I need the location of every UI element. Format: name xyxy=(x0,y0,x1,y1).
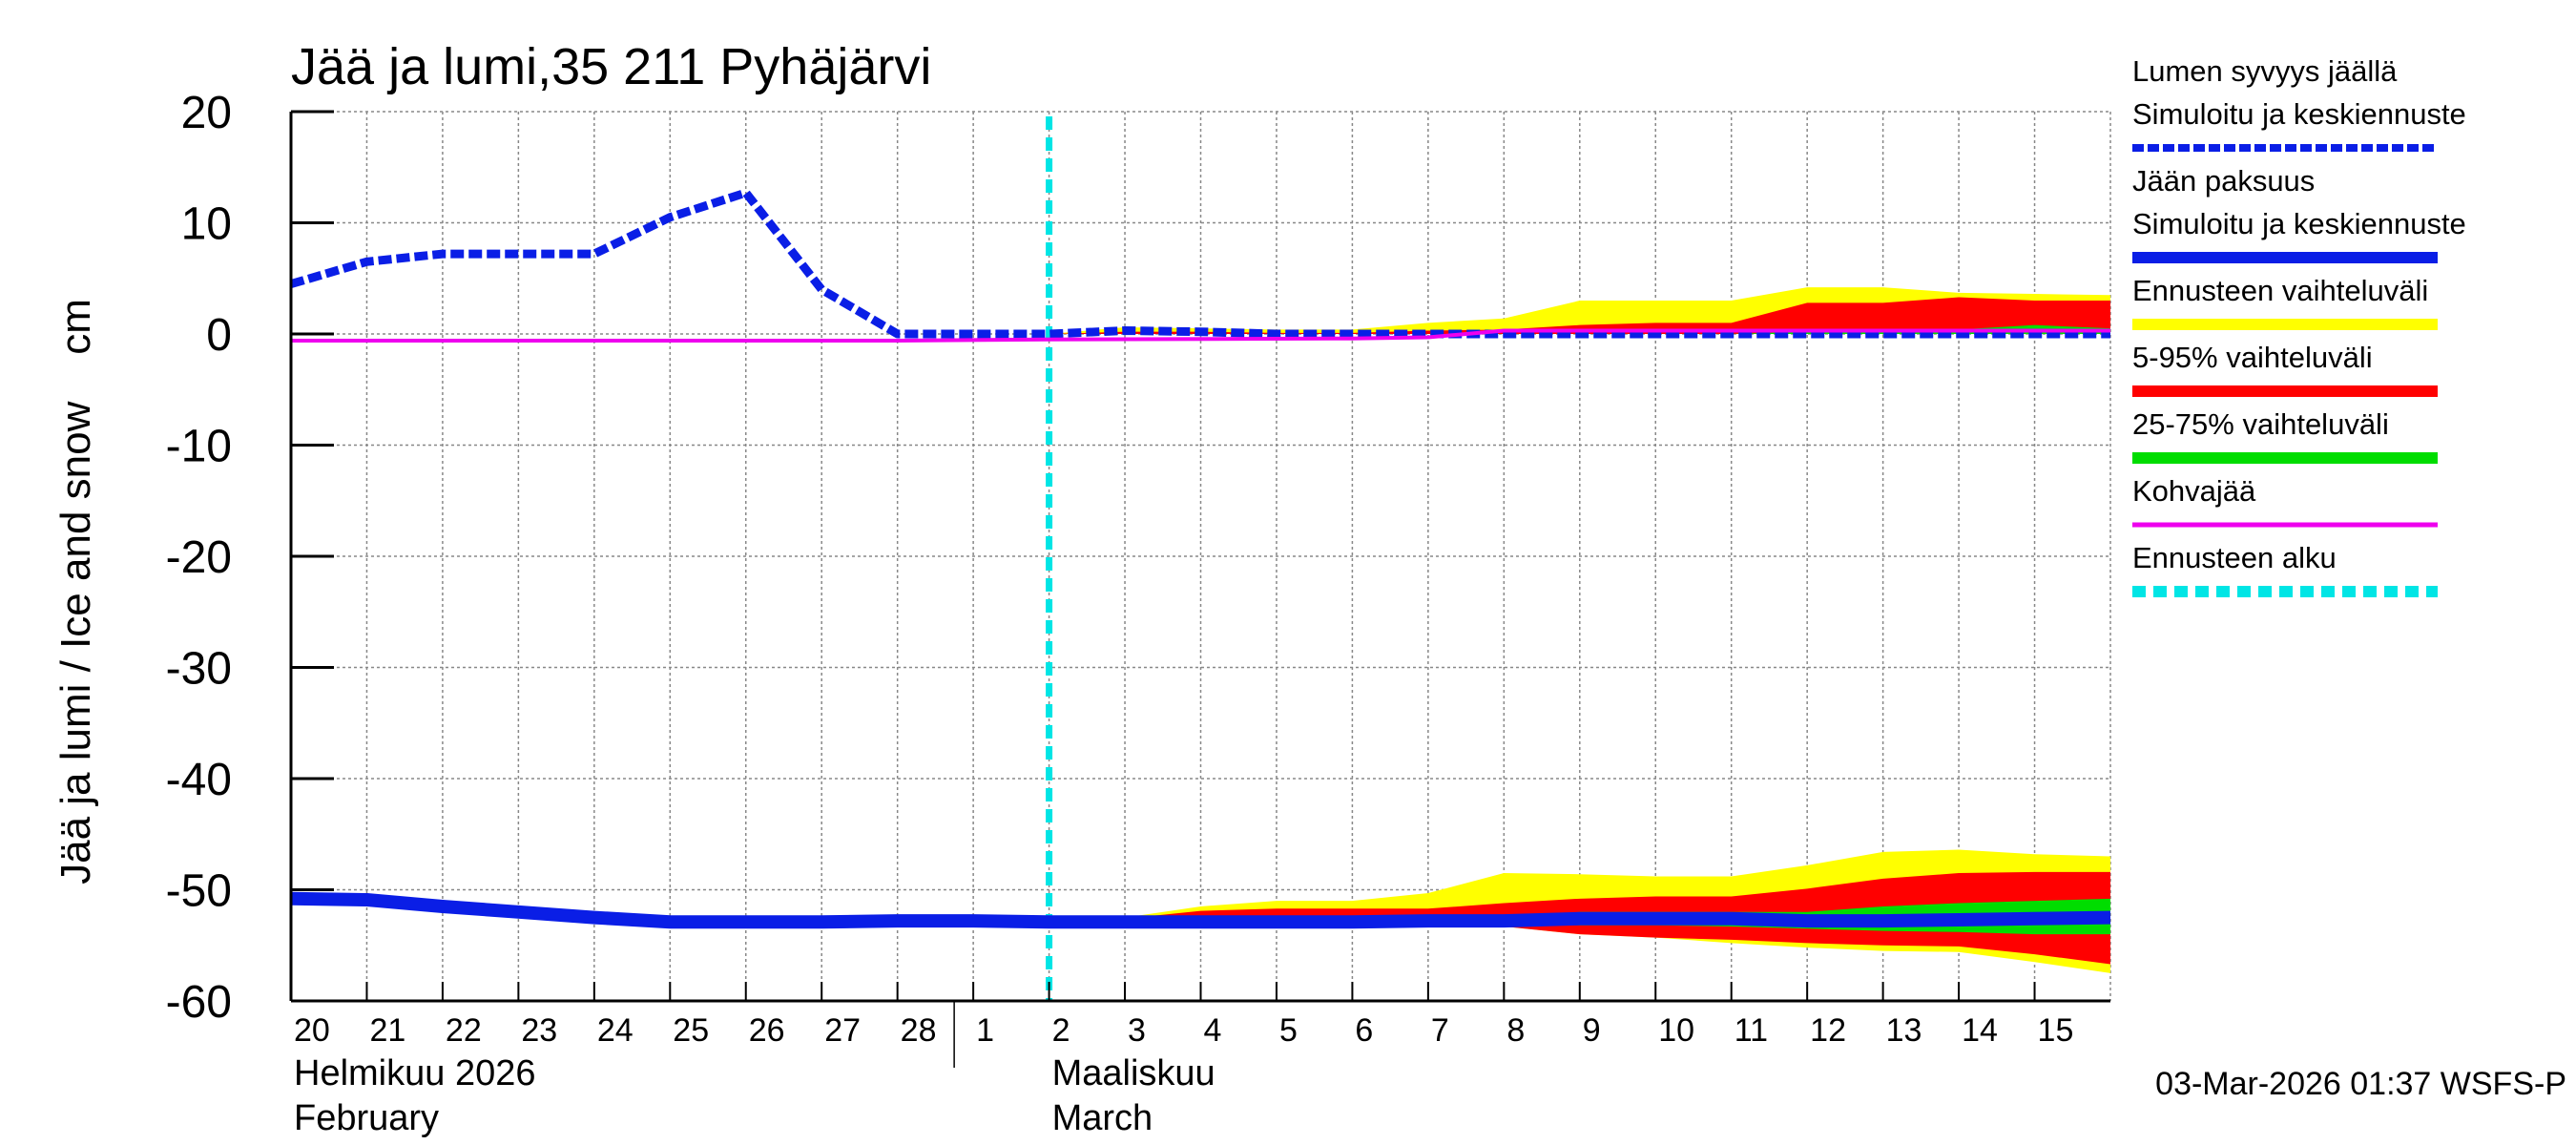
footer-timestamp: 03-Mar-2026 01:37 WSFS-P xyxy=(2155,1066,2566,1102)
legend: Lumen syvyys jäällä Simuloitu ja keskienn… xyxy=(2132,54,2466,597)
x-tick-label: 10 xyxy=(1658,1012,1694,1049)
band-layer xyxy=(1049,287,2110,973)
slush-ice-line xyxy=(291,328,2110,343)
x-tick-label: 2 xyxy=(1052,1012,1070,1049)
month-label-en: February xyxy=(294,1098,439,1138)
x-tick-label: 21 xyxy=(369,1012,405,1049)
x-tick-label: 26 xyxy=(749,1012,785,1049)
legend-label: 25-75% vaihteluväli xyxy=(2132,407,2389,441)
x-tick-label: 23 xyxy=(521,1012,557,1049)
x-tick-label: 8 xyxy=(1506,1012,1525,1049)
month-label-en: March xyxy=(1052,1098,1153,1138)
y-tick-label: -30 xyxy=(166,644,232,695)
x-tick-label: 12 xyxy=(1810,1012,1846,1049)
snow-depth-line xyxy=(289,188,2110,339)
5-95-vaihteluv-li-band-snow xyxy=(1049,297,2110,334)
y-tick-label: -40 xyxy=(166,755,232,805)
y-axis-label: Jää ja lumi / Ice and snow cm xyxy=(52,299,99,885)
x-tick-label: 7 xyxy=(1431,1012,1449,1049)
legend-label: Simuloitu ja keskiennuste xyxy=(2132,207,2466,240)
y-tick-label: -50 xyxy=(166,866,232,917)
y-tick-label: -20 xyxy=(166,532,232,583)
series-layer xyxy=(289,116,2111,1001)
x-tick-label: 24 xyxy=(597,1012,634,1049)
month-label-fi: Helmikuu 2026 xyxy=(294,1053,535,1093)
y-tick-label: 0 xyxy=(206,310,232,361)
x-tick-label: 27 xyxy=(824,1012,861,1049)
y-tick-label: 10 xyxy=(181,199,232,250)
x-tick-label: 25 xyxy=(673,1012,709,1049)
legend-label: Ennusteen alku xyxy=(2132,541,2337,574)
ice-thickness-line xyxy=(290,891,2111,929)
x-tick-label: 22 xyxy=(446,1012,482,1049)
legend-label: Lumen syvyys jäällä xyxy=(2132,54,2398,88)
x-tick-label: 9 xyxy=(1583,1012,1601,1049)
legend-label: Kohvajää xyxy=(2132,474,2256,508)
legend-label: Ennusteen vaihteluväli xyxy=(2132,274,2428,307)
y-tick-label: -60 xyxy=(166,977,232,1028)
chart-title: Jää ja lumi,35 211 Pyhäjärvi xyxy=(291,38,931,95)
x-tick-label: 14 xyxy=(1962,1012,1998,1049)
month-label-fi: Maaliskuu xyxy=(1052,1053,1215,1093)
legend-label: 5-95% vaihteluväli xyxy=(2132,341,2373,374)
x-tick-label: 5 xyxy=(1279,1012,1298,1049)
x-tick-label: 13 xyxy=(1886,1012,1922,1049)
x-tick-label: 4 xyxy=(1204,1012,1222,1049)
y-tick-label: -10 xyxy=(166,422,232,472)
x-tick-label: 6 xyxy=(1355,1012,1373,1049)
y-tick-label: 20 xyxy=(181,88,232,138)
x-tick-label: 15 xyxy=(2038,1012,2074,1049)
x-tick-label: 20 xyxy=(294,1012,330,1049)
x-tick-label: 28 xyxy=(901,1012,937,1049)
legend-label: Simuloitu ja keskiennuste xyxy=(2132,97,2466,131)
x-tick-label: 3 xyxy=(1128,1012,1146,1049)
x-tick-label: 11 xyxy=(1735,1012,1768,1049)
x-tick-label: 1 xyxy=(976,1012,994,1049)
legend-label: Jään paksuus xyxy=(2132,164,2315,198)
